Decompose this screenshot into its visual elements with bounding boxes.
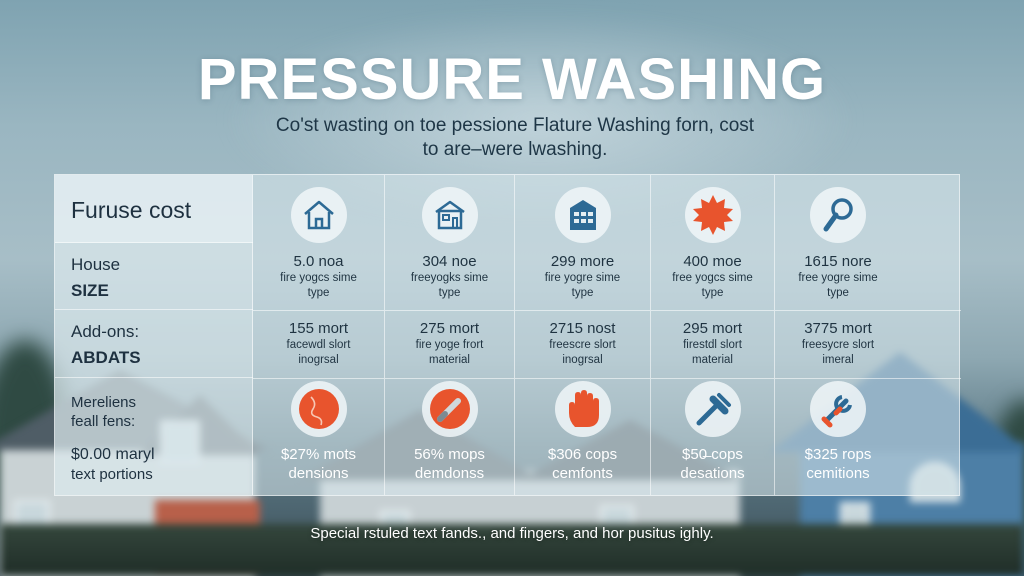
size-sub: free yogre sime: [798, 272, 878, 284]
row-label-addons-line2: ABDATS: [71, 348, 141, 367]
addon-sub: freesycre slort: [801, 339, 875, 351]
crack-circle-icon: [290, 381, 347, 437]
row-label-materials: Mereliens feall fens: $0.00 maryl text p…: [55, 378, 253, 497]
data-column-2: 304 noe freeyogks sime type 275 mort fir…: [385, 175, 515, 495]
addon-sub: inogrsal: [298, 354, 339, 366]
subtitle-line-1: Co'st wasting on toe pessione Flature Wa…: [275, 115, 755, 136]
row-label-materials-line2: feall fens:: [71, 413, 136, 430]
scraper-icon: [684, 381, 741, 437]
bottom-line1: $27% mots: [280, 446, 357, 463]
addon-value: 275 mort: [419, 320, 480, 337]
row-label-addons-line1: Add-ons:: [71, 322, 140, 341]
addon-value: 295 mort: [682, 320, 743, 337]
addon-sub: material: [692, 354, 733, 366]
bottom-line2: demdonss: [414, 465, 485, 482]
bottom-line1: $306 cops: [547, 446, 618, 463]
building-icon: [554, 187, 611, 243]
addon-sub: freescre slort: [549, 339, 616, 351]
addon-sub: firestdl slort: [683, 339, 742, 351]
size-sub: fire yogre sime: [544, 272, 621, 284]
subtitle-line-2: to are–were lwashing.: [422, 139, 608, 160]
addon-sub: fire yoge frort: [415, 339, 484, 351]
bottom-line2: desations: [680, 465, 745, 482]
row-label-size: House SIZE: [55, 243, 253, 310]
cost-table: Furuse cost House SIZE Add-ons: ABDATS M…: [54, 174, 961, 496]
brush-circle-icon: [421, 381, 478, 437]
row-label-column: Furuse cost House SIZE Add-ons: ABDATS M…: [55, 175, 253, 495]
row-label-addons: Add-ons: ABDATS: [55, 310, 253, 378]
size-sub: type: [307, 287, 330, 299]
size-value: 304 noe: [422, 253, 477, 270]
data-column-1: 5.0 noa fire yogcs sime type 155 mort fa…: [253, 175, 385, 495]
house-outline-icon: [421, 187, 478, 243]
bottom-line1: $50̶ cops: [682, 446, 743, 463]
header-label-cell: Furuse cost: [55, 175, 253, 243]
size-sub: fire yogcs sime: [280, 272, 357, 284]
row-label-size-line2: SIZE: [71, 281, 109, 300]
addon-sub: facewdl slort: [286, 339, 351, 351]
bottom-line2: cemfonts: [552, 465, 613, 482]
addon-value: 2715 nost: [549, 320, 616, 337]
row-label-materials-line1: Mereliens: [71, 394, 137, 411]
size-sub: free yogcs sime: [672, 272, 753, 284]
size-value: 400 moe: [683, 253, 742, 270]
data-column-5: 1615 nore free yogre sime type 3775 mort…: [775, 175, 961, 495]
data-column-3: 299 more fire yogre sime type 2715 nost …: [515, 175, 651, 495]
hand-icon: [554, 381, 611, 437]
footer-caption: Special rstuled text fands., and fingers…: [310, 525, 714, 542]
size-sub: type: [827, 287, 849, 299]
row-label-materials-line4: text portions: [71, 466, 153, 483]
bottom-line2: densions: [288, 465, 349, 482]
row-label-size-line1: House: [71, 255, 121, 274]
size-value: 5.0 noa: [293, 253, 344, 270]
addon-sub: material: [429, 354, 470, 366]
sun-badge-icon: [684, 187, 741, 243]
addon-sub: inogrsal: [562, 354, 603, 366]
header-label: Furuse cost: [71, 197, 192, 223]
size-value: 299 more: [550, 253, 615, 270]
bottom-line2: cemitions: [806, 465, 870, 482]
bottom-line1: 56% mops: [414, 446, 485, 463]
addon-value: 155 mort: [288, 320, 349, 337]
page-title: PRESSURE WASHING: [197, 47, 827, 112]
house-outline-icon: [290, 187, 347, 243]
size-sub: type: [571, 287, 594, 299]
size-sub: type: [438, 287, 461, 299]
addon-sub: imeral: [822, 354, 854, 366]
magnifier-icon: [810, 187, 866, 243]
wrench-icon: [810, 381, 866, 437]
size-sub: freeyogks sime: [410, 272, 489, 284]
subtitle: Co'st wasting on toe pessione Flature Wa…: [230, 114, 800, 162]
addon-value: 3775 mort: [804, 320, 872, 337]
size-value: 1615 nore: [804, 253, 872, 270]
ground: [0, 524, 1024, 576]
size-sub: type: [701, 287, 724, 299]
row-label-materials-line3: $0.00 maryl: [71, 446, 155, 463]
bottom-line1: $325 rops: [804, 446, 872, 463]
data-column-4: 400 moe free yogcs sime type 295 mort fi…: [651, 175, 775, 495]
